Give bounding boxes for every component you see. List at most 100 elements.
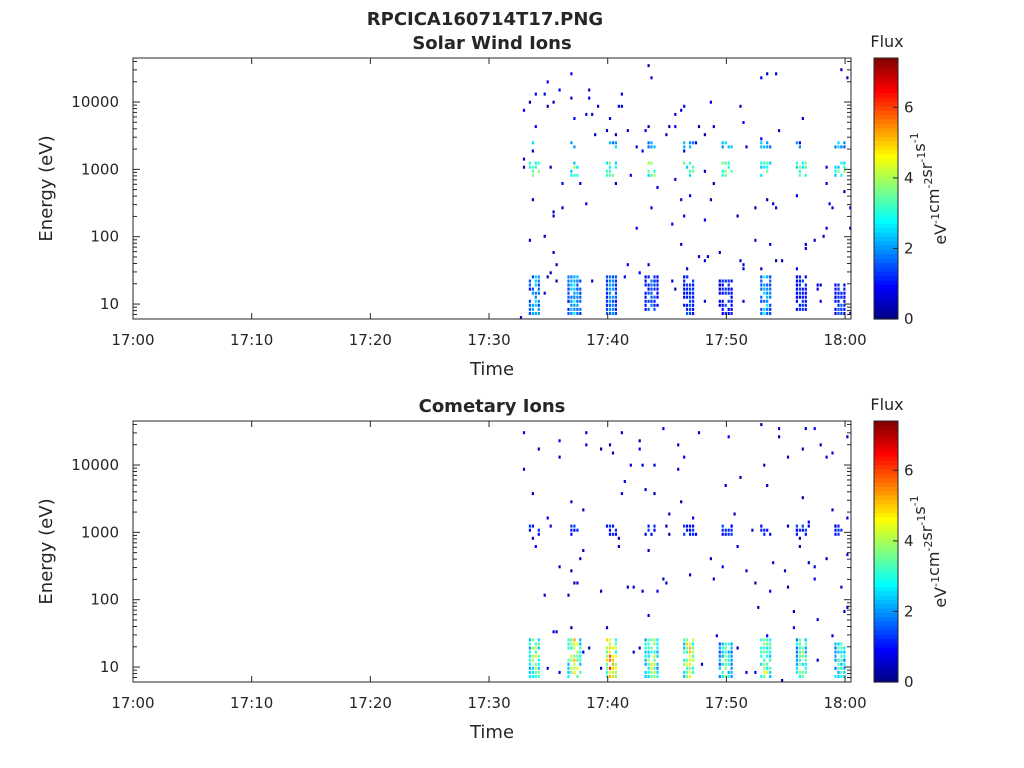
burst-cell [843, 283, 846, 287]
flux-cell [807, 524, 810, 528]
colorbar-step [874, 668, 898, 674]
burst-cell [653, 662, 656, 666]
burst-cell [650, 303, 653, 307]
burst-cell [644, 307, 647, 311]
burst-cell [537, 642, 540, 646]
colorbar-step [874, 638, 898, 644]
flux-cell [534, 92, 537, 96]
burst-cell [721, 279, 724, 283]
burst-cell [528, 658, 531, 662]
burst-cell [573, 299, 576, 303]
x-tick-label: 17:40 [586, 331, 629, 349]
flux-cell [617, 545, 620, 548]
burst-cell [730, 662, 733, 666]
colorbar-step [874, 577, 898, 583]
band-cell [683, 141, 686, 145]
burst-cell [730, 675, 733, 678]
flux-cell [605, 626, 609, 630]
flux-cell [769, 242, 772, 246]
colorbar-step [874, 266, 898, 272]
flux-cell [683, 455, 686, 459]
flux-cell [635, 226, 638, 230]
burst-cell [567, 642, 570, 646]
burst-cell [611, 279, 615, 283]
colorbar-step [874, 664, 898, 670]
flux-cell [638, 271, 641, 275]
flux-cell [683, 214, 686, 218]
colorbar-step [874, 149, 898, 155]
band-cell [766, 169, 769, 173]
flux-cell [600, 666, 603, 670]
burst-cell [769, 295, 772, 299]
band-cell [611, 173, 615, 177]
flux-cell [846, 605, 849, 609]
burst-cell [724, 666, 727, 670]
flux-cell [736, 214, 739, 218]
burst-cell [804, 275, 807, 279]
flux-cell [795, 267, 798, 271]
burst-cell [534, 666, 537, 670]
band-cell [686, 165, 689, 169]
y-tick-label: 10 [100, 295, 119, 313]
band-cell [724, 141, 727, 145]
band-cell [730, 528, 733, 532]
flux-cell [570, 569, 573, 573]
burst-cell [763, 662, 766, 666]
colorbar-step [874, 516, 898, 522]
burst-cell [573, 666, 576, 670]
burst-cell [692, 279, 695, 283]
burst-cell [766, 638, 769, 642]
flux-cell [647, 263, 650, 267]
colorbar-step [874, 105, 898, 111]
burst-cell [834, 654, 837, 658]
band-cell [531, 169, 534, 173]
flux-cell [772, 202, 775, 206]
flux-cell [573, 581, 576, 585]
burst-cell [614, 307, 617, 311]
band-cell [528, 165, 531, 169]
burst-cell [650, 279, 653, 283]
burst-cell [689, 675, 692, 678]
band-cell [686, 528, 689, 532]
burst-cell [576, 295, 579, 299]
burst-cell [570, 666, 573, 670]
burst-cell [730, 303, 733, 307]
colorbar-step [874, 612, 898, 618]
colorbar-frame [873, 57, 899, 320]
burst-cell [537, 299, 540, 303]
burst-cell [576, 312, 579, 315]
plot-area [133, 58, 851, 319]
flux-cell [632, 585, 635, 589]
x-axis-label: Time [469, 359, 514, 380]
burst-cell [605, 658, 609, 662]
flux-cell [546, 275, 549, 279]
burst-cell [614, 283, 617, 287]
burst-cell [804, 638, 807, 642]
burst-cell [795, 646, 798, 650]
burst-cell [650, 283, 653, 287]
burst-cell [769, 312, 772, 315]
flux-cell [531, 536, 534, 540]
burst-cell [686, 662, 689, 666]
burst-cell [650, 638, 653, 642]
flux-cell [579, 557, 582, 561]
burst-cell [689, 291, 692, 295]
burst-cell [760, 287, 763, 291]
burst-cell [537, 279, 540, 283]
colorbar-step [874, 673, 898, 679]
band-cell [537, 532, 540, 536]
flux-cell [582, 508, 585, 512]
flux-cell [694, 141, 698, 145]
flux-cell [831, 451, 834, 455]
burst-cell [528, 283, 531, 287]
flux-cell [626, 585, 629, 589]
flux-cell [641, 463, 644, 467]
burst-cell [528, 675, 531, 678]
flux-cell [689, 573, 692, 577]
burst-cell [766, 312, 769, 315]
band-cell [683, 524, 686, 528]
flux-cell [647, 549, 650, 552]
burst-cell [567, 283, 570, 287]
burst-cell [573, 658, 576, 662]
colorbar-step [874, 245, 898, 250]
